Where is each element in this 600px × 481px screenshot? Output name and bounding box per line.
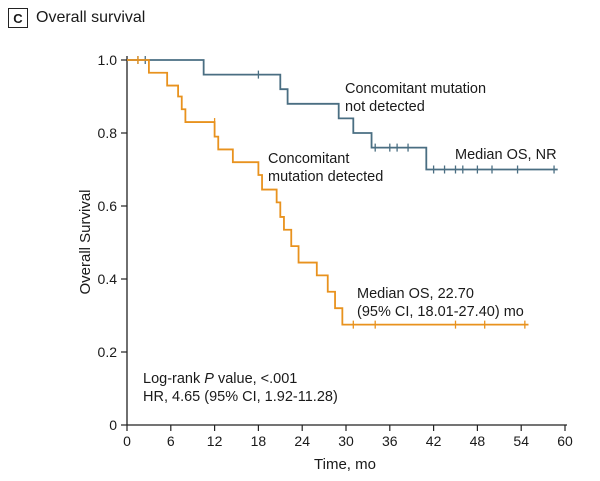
series-not-detected	[127, 56, 558, 174]
annotation-not-detected-line2: not detected	[345, 99, 425, 115]
x-tick-label: 42	[426, 433, 442, 449]
x-tick-label: 18	[251, 433, 267, 449]
survival-step-line	[127, 59, 558, 171]
y-axis-label: Overall Survival	[77, 189, 94, 294]
logrank-suffix: value, <.001	[214, 371, 297, 387]
annotation-median-detected-line1: Median OS, 22.70	[357, 286, 474, 302]
logrank-p: P	[204, 371, 214, 387]
x-tick-label: 12	[207, 433, 223, 449]
annotation-detected-line2: mutation detected	[268, 169, 383, 185]
annotation-median-not-detected: Median OS, NR	[455, 147, 557, 163]
annotation-logrank: Log-rank P value, <.001	[143, 371, 297, 387]
y-tick-label: 1.0	[98, 52, 118, 68]
y-tick-label: 0	[109, 417, 117, 433]
logrank-prefix: Log-rank	[143, 371, 204, 387]
x-tick-label: 24	[294, 433, 310, 449]
axes: 0 6 12 18 24 30 36 42 48 54 60 0 0.2 0.4 0.6 0.8 1.0	[98, 52, 573, 449]
x-tick-label: 30	[338, 433, 354, 449]
x-tick-label: 54	[513, 433, 529, 449]
y-tick-label: 0.6	[98, 198, 118, 214]
annotation-detected-line1: Concomitant	[268, 151, 349, 167]
x-tick-label: 60	[557, 433, 573, 449]
x-tick-label: 36	[382, 433, 398, 449]
annotation-hr: HR, 4.65 (95% CI, 1.92-11.28)	[143, 389, 338, 405]
series-layer	[127, 56, 558, 329]
annotation-median-detected-line2: (95% CI, 18.01-27.40) mo	[357, 304, 524, 320]
survival-step-line	[127, 59, 529, 326]
x-axis-label: Time, mo	[314, 456, 376, 473]
panel-header: C Overall survival	[8, 6, 145, 30]
annotation-not-detected-line1: Concomitant mutation	[345, 81, 486, 97]
panel-letter: C	[8, 8, 28, 28]
series-detected	[127, 56, 529, 329]
y-tick-label: 0.8	[98, 125, 118, 141]
y-tick-label: 0.2	[98, 344, 118, 360]
x-tick-label: 48	[470, 433, 486, 449]
panel-title: Overall survival	[36, 9, 146, 26]
x-tick-label: 0	[123, 433, 131, 449]
y-tick-label: 0.4	[98, 271, 118, 287]
x-tick-label: 6	[167, 433, 175, 449]
